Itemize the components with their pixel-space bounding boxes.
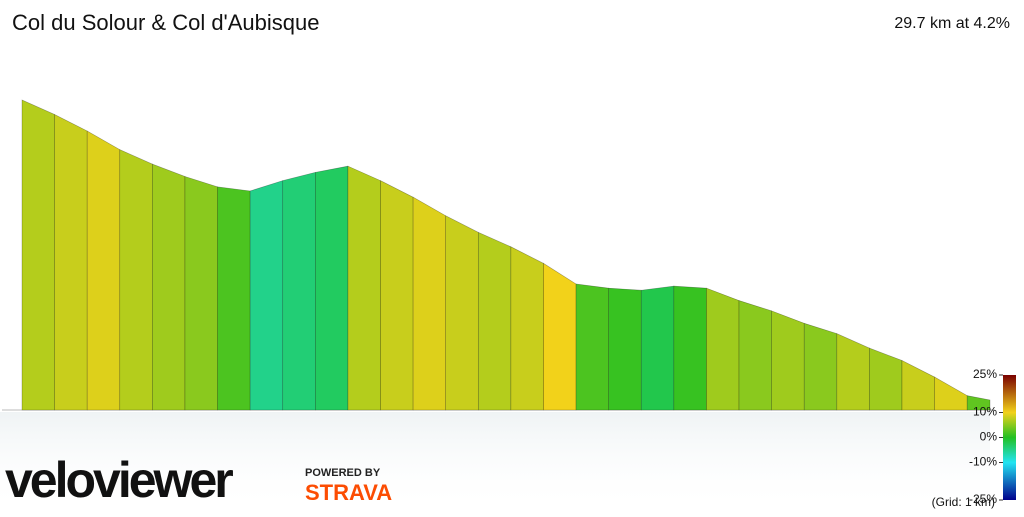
gradient-segment	[706, 287, 740, 411]
gradient-segment	[380, 180, 414, 411]
gradient-segment	[347, 165, 381, 411]
gradient-segment	[412, 196, 447, 411]
gradient-segment	[934, 376, 968, 411]
gradient-segment	[86, 130, 121, 411]
gradient-segment	[543, 262, 577, 411]
gradient-segment	[901, 360, 935, 411]
powered-by: POWERED BY	[305, 467, 381, 479]
gradient-segment	[477, 231, 512, 411]
chart-title: Col du Solour & Col d'Aubisque	[12, 10, 320, 35]
chart-subtitle: 29.7 km at 4.2%	[894, 15, 1010, 32]
colorbar-tick-label: -10%	[969, 455, 997, 469]
reflection	[0, 412, 990, 512]
logo: veloviewer	[5, 452, 233, 508]
gradient-segment	[282, 171, 316, 411]
gradient-segment	[315, 165, 349, 411]
gradient-segment	[771, 310, 805, 411]
gradient-segment	[21, 99, 55, 411]
gradient-segment	[510, 246, 544, 411]
colorbar-tick-label: 10%	[973, 405, 997, 419]
gradient-segment	[249, 180, 284, 411]
gradient-segment	[608, 287, 642, 411]
gradient-segment	[575, 283, 609, 411]
gradient-segment	[966, 395, 991, 411]
gradient-segment	[869, 347, 903, 411]
strava-logo: STRAVA	[305, 480, 392, 505]
gradient-segment	[119, 149, 153, 411]
gradient-segment	[738, 300, 772, 411]
gradient-segment	[836, 333, 870, 411]
colorbar-tick-label: -25%	[969, 492, 997, 506]
gradient-segment	[217, 186, 251, 411]
gradient-segment	[445, 215, 479, 411]
gradient-segment	[640, 285, 675, 411]
gradient-segment	[152, 163, 186, 411]
gradient-segment	[673, 285, 707, 411]
gradient-segment	[803, 322, 838, 411]
colorbar-tick-label: 0%	[980, 430, 998, 444]
gradient-segment	[54, 113, 88, 411]
colorbar	[1003, 375, 1016, 500]
grid-note: (Grid: 1 km)	[932, 495, 995, 509]
colorbar-tick-label: 25%	[973, 367, 997, 381]
gradient-segment	[184, 176, 218, 411]
